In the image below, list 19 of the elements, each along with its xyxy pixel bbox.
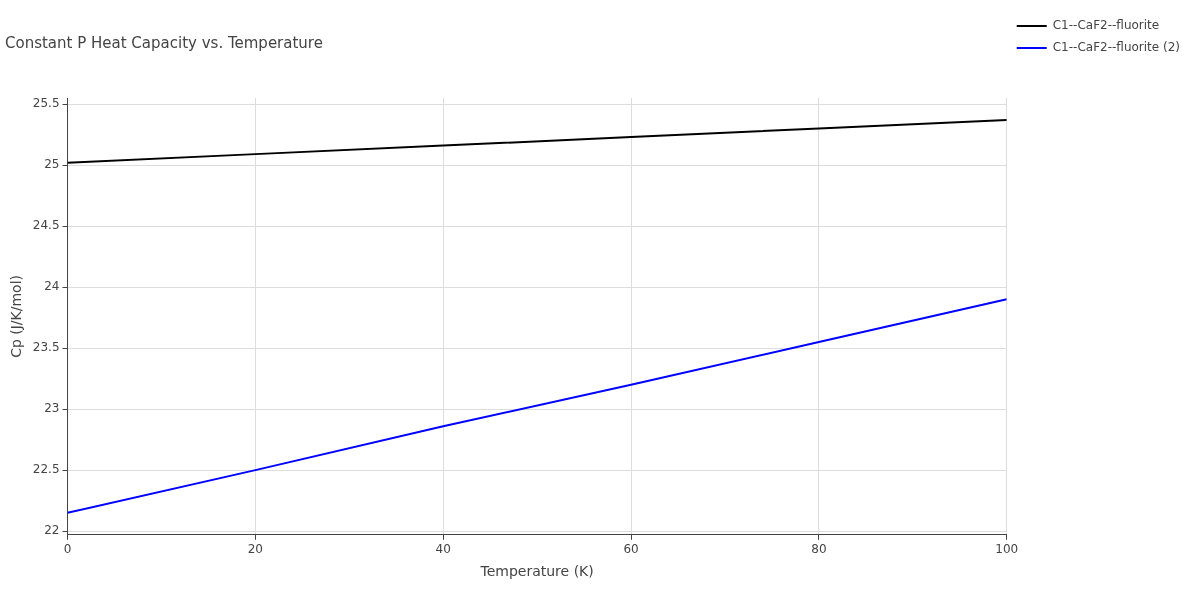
y-tick-label: 24.5: [32, 218, 60, 233]
y-tick-label: 23: [44, 401, 60, 416]
x-tick-label: 0: [63, 542, 72, 557]
y-tick-label: 22.5: [32, 462, 60, 477]
x-tick-label: 100: [995, 542, 1019, 557]
chart-title: Constant P Heat Capacity vs. Temperature: [5, 33, 323, 52]
x-tick-label: 60: [623, 542, 639, 557]
y-tick-label: 25.5: [32, 96, 60, 111]
legend-label: C1--CaF2--fluorite: [1052, 18, 1160, 33]
y-tick-label: 23.5: [32, 340, 60, 355]
y-axis-title: Cp (J/K/mol): [8, 274, 25, 358]
x-tick-label: 40: [435, 542, 451, 557]
y-tick-label: 22: [44, 523, 60, 538]
x-tick-label: 80: [811, 542, 827, 557]
legend-label: C1--CaF2--fluorite (2): [1052, 40, 1180, 55]
x-tick-label: 20: [247, 542, 263, 557]
y-tick-label: 25: [44, 157, 60, 172]
y-tick-label: 24: [44, 279, 60, 294]
x-axis-title: Temperature (K): [479, 563, 594, 580]
